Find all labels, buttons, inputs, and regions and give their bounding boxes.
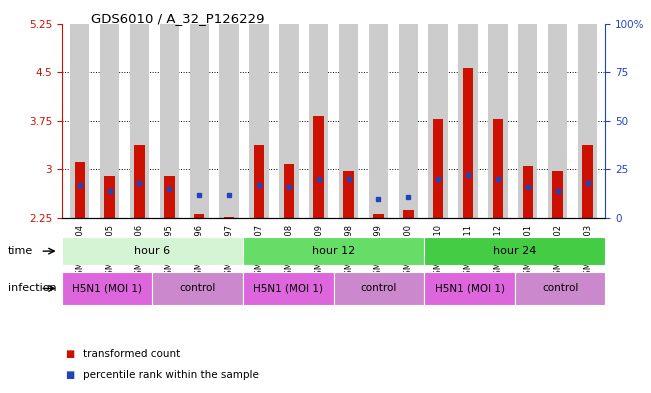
Text: control: control (180, 283, 216, 294)
Bar (368, 24, 388, 218)
Bar (553, 171, 563, 218)
Bar (152, 272, 243, 305)
Text: H5N1 (MOI 1): H5N1 (MOI 1) (253, 283, 324, 294)
Bar (339, 24, 358, 218)
Bar (428, 24, 448, 218)
Text: hour 6: hour 6 (134, 246, 171, 256)
Bar (433, 119, 443, 218)
Bar (333, 272, 424, 305)
Text: H5N1 (MOI 1): H5N1 (MOI 1) (434, 283, 505, 294)
Bar (424, 237, 605, 265)
Bar (243, 237, 424, 265)
Text: ■: ■ (65, 370, 74, 380)
Bar (194, 213, 204, 218)
Bar (134, 145, 145, 218)
Bar (70, 24, 89, 218)
Bar (309, 24, 328, 218)
Bar (243, 272, 333, 305)
Bar (488, 24, 508, 218)
Text: transformed count: transformed count (83, 349, 180, 359)
Bar (254, 145, 264, 218)
Bar (403, 210, 413, 218)
Text: percentile rank within the sample: percentile rank within the sample (83, 370, 259, 380)
Bar (582, 145, 593, 218)
Bar (219, 24, 239, 218)
Text: H5N1 (MOI 1): H5N1 (MOI 1) (72, 283, 142, 294)
Bar (130, 24, 149, 218)
Bar (100, 24, 119, 218)
Bar (284, 164, 294, 218)
Bar (398, 24, 418, 218)
Bar (62, 237, 243, 265)
Bar (249, 24, 269, 218)
Text: ■: ■ (65, 349, 74, 359)
Text: hour 12: hour 12 (312, 246, 355, 256)
Bar (548, 24, 568, 218)
Bar (463, 68, 473, 218)
Bar (224, 217, 234, 218)
Bar (493, 119, 503, 218)
Bar (424, 272, 515, 305)
Bar (314, 116, 324, 218)
Bar (518, 24, 538, 218)
Text: infection: infection (8, 283, 57, 294)
Bar (523, 166, 533, 218)
Text: control: control (542, 283, 578, 294)
Bar (159, 24, 179, 218)
Text: time: time (8, 246, 33, 256)
Bar (578, 24, 597, 218)
Bar (74, 162, 85, 218)
Bar (458, 24, 478, 218)
Text: control: control (361, 283, 397, 294)
Text: GDS6010 / A_32_P126229: GDS6010 / A_32_P126229 (91, 12, 265, 25)
Bar (515, 272, 605, 305)
Bar (62, 272, 152, 305)
Bar (343, 171, 353, 218)
Bar (104, 176, 115, 218)
Bar (189, 24, 209, 218)
Bar (164, 176, 174, 218)
Bar (373, 213, 383, 218)
Text: hour 24: hour 24 (493, 246, 536, 256)
Bar (279, 24, 299, 218)
